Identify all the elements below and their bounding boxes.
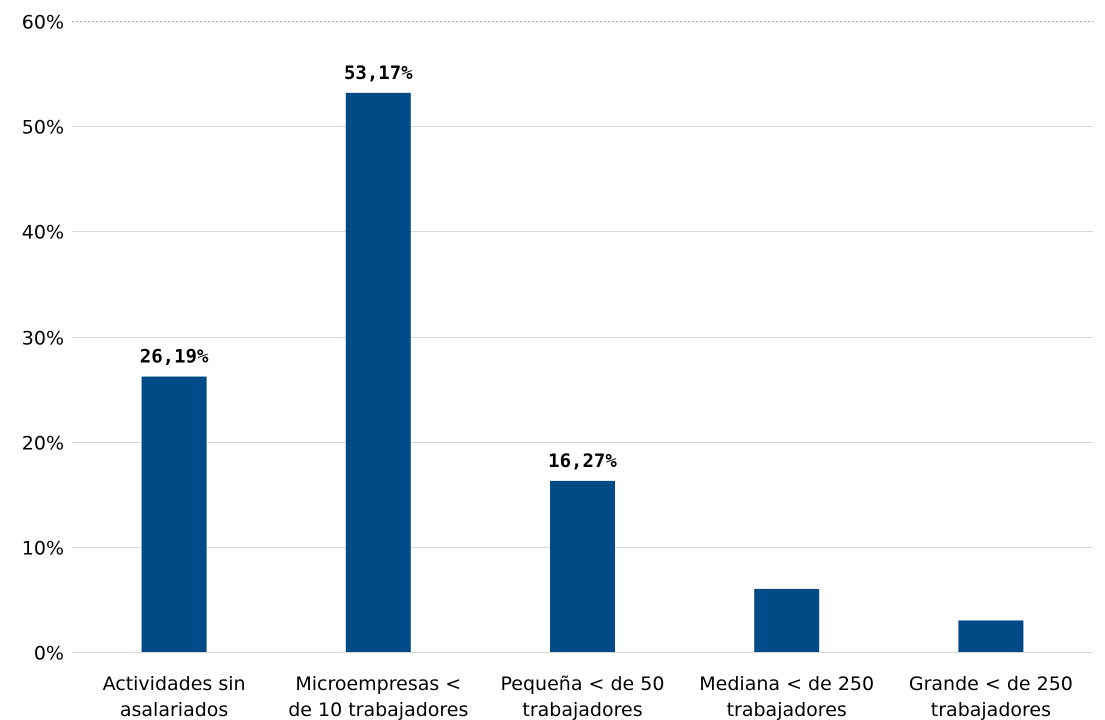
y-tick-label: 20% (22, 433, 64, 455)
bar-2 (550, 480, 615, 652)
y-axis: 0% 10% 20% 30% 40% 50% 60% (22, 12, 64, 665)
x-tick-label: Microempresas < (295, 673, 461, 695)
x-tick-label: trabajadores (727, 699, 847, 720)
x-tick-label: Grande < de 250 (909, 673, 1073, 695)
x-tick-label: trabajadores (931, 699, 1051, 720)
x-tick-label: de 10 trabajadores (288, 699, 468, 720)
bar-4 (958, 620, 1024, 652)
x-tick-label: Actividades sin (103, 673, 246, 695)
y-tick-label: 0% (34, 643, 64, 665)
y-tick-label: 30% (22, 328, 64, 350)
y-tick-label: 40% (22, 222, 64, 244)
x-tick-label: trabajadores (522, 699, 642, 720)
y-tick-label: 50% (22, 117, 64, 139)
bar-0 (141, 376, 207, 652)
bar-1 (345, 92, 411, 652)
x-tick-label: Mediana < de 250 (699, 673, 874, 695)
data-labels: 26,19% 53,17% 16,27% (140, 62, 618, 472)
data-label-1: 53,17% (344, 62, 413, 84)
bar-3 (754, 588, 820, 652)
data-label-2: 16,27% (548, 450, 617, 472)
x-axis: Actividades sin asalariados Microempresas … (103, 673, 1073, 720)
bars (141, 92, 1024, 652)
data-label-0: 26,19% (140, 346, 209, 368)
x-tick-label: Pequeña < de 50 (501, 673, 665, 695)
y-tick-label: 10% (22, 538, 64, 560)
y-tick-label: 60% (22, 12, 64, 34)
x-tick-label: asalariados (120, 699, 228, 720)
gridlines (72, 21, 1093, 653)
